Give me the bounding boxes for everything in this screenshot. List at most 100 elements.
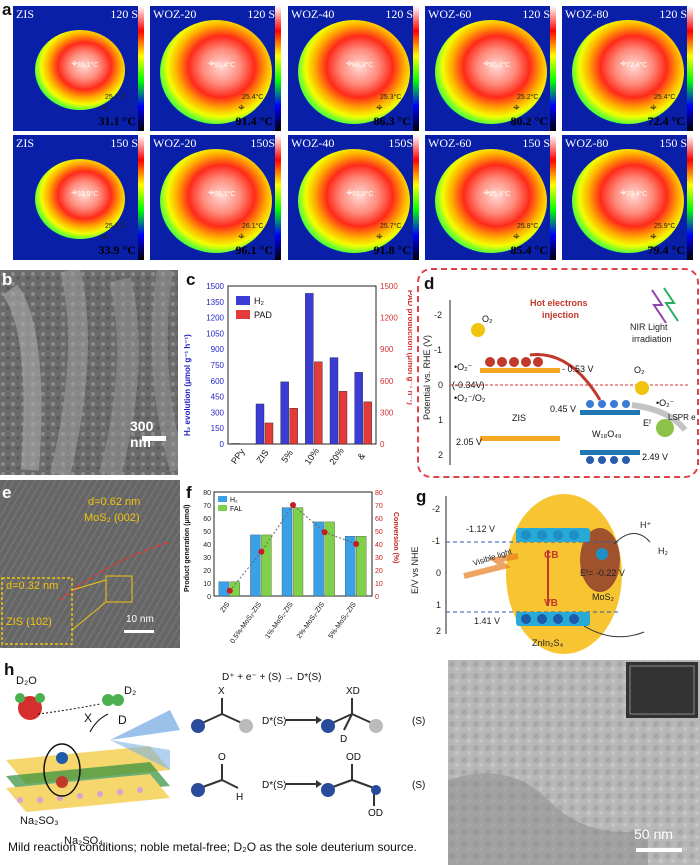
h-h: H xyxy=(236,792,243,803)
thermal-sample-label: WOZ-40 xyxy=(291,136,335,150)
y2-tick-label: 10 xyxy=(375,581,383,588)
panel-label-a: a xyxy=(2,0,12,19)
panel-label-g: g xyxy=(416,487,427,506)
y-tick-label: 40 xyxy=(203,542,211,549)
g-yaxis-label: E/V vs NHE xyxy=(410,546,420,594)
thermal-time-label: 120 S xyxy=(247,7,275,21)
thermal-hotspot xyxy=(572,149,684,253)
thermal-temp-label: 86.3 °C xyxy=(373,114,411,128)
y2-tick-label: 80 xyxy=(375,490,383,497)
thermal-hotspot xyxy=(160,149,272,253)
e-plane2: ZIS (102) xyxy=(6,616,52,628)
legend-label: H₂ xyxy=(230,497,238,504)
d-w-cb: 0.45 V xyxy=(550,404,576,414)
thermal-sample-label: WOZ-20 xyxy=(153,136,197,150)
y2-tick-label: 600 xyxy=(380,377,394,386)
thermal-side-temp: 25.7°C xyxy=(380,223,402,230)
thermal-cell: WOZ-20 120 S 91.4 °C 91.4°C 25.4°C ⌖ ⌖ xyxy=(150,6,281,131)
sem-image: 300 nm xyxy=(0,270,178,475)
x-tick-label: 20% xyxy=(327,446,346,466)
band-diagram-d: -2 -1 0 1 2 Potential vs. RHE (V) O₂ O₂ … xyxy=(422,287,696,465)
panel-label-h: h xyxy=(4,660,15,679)
d-cb-zis: - 0.53 V xyxy=(562,364,594,374)
thermal-hotspot xyxy=(160,20,272,124)
crosshair-icon: ⌖ xyxy=(346,185,353,199)
y-axis-label: Product generation (μmol) xyxy=(184,504,191,592)
crosshair-icon: ⌖ xyxy=(238,229,245,243)
h-react1: D*(S) xyxy=(262,716,286,727)
thermal-temp-label: 72.4 °C xyxy=(647,114,685,128)
colorbar xyxy=(550,135,556,260)
y-tick-label: 600 xyxy=(211,377,225,386)
y-tick-label: 900 xyxy=(211,345,225,354)
thermal-time-label: 120 S xyxy=(385,7,413,21)
g-cocat: MoS₂ xyxy=(592,592,615,602)
y-tick-label: 1500 xyxy=(206,282,224,291)
bar xyxy=(261,534,272,597)
h-x2: X xyxy=(218,686,225,697)
thermal-cell: WOZ-40 150S 91.8 °C 91.8°C 25.7°C ⌖ ⌖ xyxy=(288,135,419,260)
e-plane1: MoS₂ (002) xyxy=(84,512,140,524)
y2-tick-label: 30 xyxy=(375,555,383,562)
legend-label: H₂ xyxy=(254,296,264,306)
thermal-center-temp: 80.2°C xyxy=(489,62,511,69)
g-ytick: -2 xyxy=(432,504,440,514)
x-tick-label: 10% xyxy=(303,446,322,466)
y-tick-label: 450 xyxy=(211,393,225,402)
x-tick-label: ZIS xyxy=(219,601,231,614)
d-w-vb: 2.49 V xyxy=(642,452,668,462)
g-ytick: -1 xyxy=(432,536,440,546)
thermal-hotspot xyxy=(35,159,125,239)
y2-tick-label: 1200 xyxy=(380,314,398,323)
thermal-side-temp: 25.3°C xyxy=(380,94,402,101)
thermal-temp-label: 91.8 °C xyxy=(373,243,411,257)
g-ef: Eᶠ= -0.22 V xyxy=(580,568,625,578)
thermal-sample-label: WOZ-60 xyxy=(428,136,472,150)
bar xyxy=(250,534,261,597)
thermal-sample-label: WOZ-40 xyxy=(291,7,335,21)
bar xyxy=(218,581,229,597)
y2-tick-label: 40 xyxy=(375,542,383,549)
bar xyxy=(264,422,274,445)
y-tick-label: 1350 xyxy=(206,298,224,307)
colorbar xyxy=(413,135,419,260)
h-eq1: D⁺ + e⁻ + (S) → D*(S) xyxy=(222,672,321,683)
thermal-side-temp: 25.8°C xyxy=(517,223,539,230)
thermal-temp-label: 85.4 °C xyxy=(510,243,548,257)
e-d2: d=0.32 nm xyxy=(6,580,59,592)
bar xyxy=(314,361,323,445)
y-tick-label: 60 xyxy=(203,516,211,523)
d-ytick: -1 xyxy=(434,345,442,355)
conversion-line xyxy=(229,504,357,592)
tem-scale: 50 nm xyxy=(634,826,673,842)
thermal-hotspot xyxy=(572,20,684,124)
bar xyxy=(289,407,298,445)
panel-label-e: e xyxy=(2,483,12,502)
legend-swatch xyxy=(218,496,227,502)
d-ref2: •O₂⁻/O₂ xyxy=(454,393,486,403)
h-x: X xyxy=(84,711,92,725)
crosshair-icon: ⌖ xyxy=(483,56,490,70)
y-tick-label: 50 xyxy=(203,529,211,536)
thermal-sample-label: WOZ-80 xyxy=(565,7,609,21)
thermal-cell: WOZ-80 150 S 79.4 °C 79.4°C 25.9°C ⌖ ⌖ xyxy=(562,135,693,260)
thermal-time-label: 150S xyxy=(250,136,275,150)
crosshair-icon: ⌖ xyxy=(650,100,657,114)
y-tick-label: 20 xyxy=(203,568,211,575)
bar xyxy=(255,403,265,445)
thermal-cell: WOZ-60 150 S 85.4 °C 85.4°C 25.8°C ⌖ ⌖ xyxy=(425,135,556,260)
thermal-center-temp: 96.1°C xyxy=(214,191,236,198)
bar xyxy=(338,391,348,445)
bar xyxy=(292,507,304,597)
thermal-cell: WOZ-80 120 S 72.4 °C 72.4°C 25.4°C ⌖ ⌖ xyxy=(562,6,693,131)
thermal-hotspot xyxy=(435,149,547,253)
thermal-temp-label: 31.1 °C xyxy=(98,114,136,128)
crosshair-icon: ⌖ xyxy=(620,185,627,199)
thermal-cell: ZIS 150 S 33.9 °C 33.9°C 25.9°C ⌖ ⌖ xyxy=(13,135,144,260)
d-vb-zis: 2.05 V xyxy=(456,437,482,447)
g-catalyst: ZnIn₂S₄ xyxy=(532,638,564,648)
y-tick-label: 80 xyxy=(203,490,211,497)
thermal-side-temp: 25.9°C xyxy=(105,223,127,230)
y2-axis-label: PAD production (μmol g⁻¹ h⁻¹) xyxy=(406,290,412,405)
